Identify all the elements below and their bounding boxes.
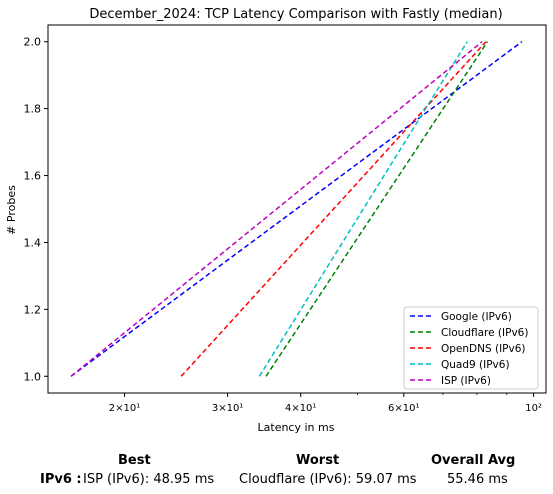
series-line: [265, 41, 489, 377]
series-line: [258, 41, 468, 377]
y-tick-label: 1.6: [24, 170, 42, 183]
y-tick-label: 1.4: [24, 236, 42, 249]
y-tick-label: 1.0: [24, 370, 42, 383]
legend-label: Cloudflare (IPv6): [441, 327, 528, 339]
x-tick-label: 3×10¹: [212, 403, 243, 414]
overall-avg-header: Overall Avg: [431, 453, 516, 468]
worst-value: Cloudflare (IPv6): 59.07 ms: [239, 472, 417, 487]
best-header: Best: [118, 453, 151, 468]
best-value: ISP (IPv6): 48.95 ms: [83, 472, 215, 487]
series-lines: [70, 41, 523, 377]
series-line: [180, 41, 487, 377]
x-axis-label: Latency in ms: [258, 421, 335, 434]
y-axis-ticks: 1.0 1.2 1.4 1.6 1.8 2.0: [24, 36, 48, 383]
chart-title: December_2024: TCP Latency Comparison wi…: [89, 7, 502, 22]
y-tick-label: 2.0: [24, 36, 42, 49]
worst-header: Worst: [296, 453, 340, 468]
legend-label: ISP (IPv6): [441, 375, 491, 387]
legend-box: [403, 306, 539, 390]
x-tick-label: 10²: [525, 403, 542, 414]
legend-label: Google (IPv6): [441, 311, 512, 323]
series-line: [70, 41, 483, 377]
y-axis-label: # Probes: [5, 185, 18, 235]
series-line: [70, 41, 523, 377]
x-tick-label: 4×10¹: [285, 403, 316, 414]
y-tick-label: 1.2: [24, 303, 42, 316]
y-tick-label: 1.8: [24, 103, 42, 116]
row-label: IPv6 :: [40, 472, 82, 487]
legend-label: Quad9 (IPv6): [441, 359, 510, 371]
legend: Google (IPv6) Cloudflare (IPv6) OpenDNS (I…: [403, 306, 539, 390]
legend-label: OpenDNS (IPv6): [441, 343, 526, 355]
overall-avg-value: 55.46 ms: [447, 472, 508, 487]
x-tick-label: 2×10¹: [109, 403, 140, 414]
x-axis-ticks: 2×10¹ 3×10¹ 4×10¹ 6×10¹ 10²: [109, 393, 542, 414]
plot-area: [47, 24, 547, 394]
x-tick-label: 6×10¹: [388, 403, 419, 414]
